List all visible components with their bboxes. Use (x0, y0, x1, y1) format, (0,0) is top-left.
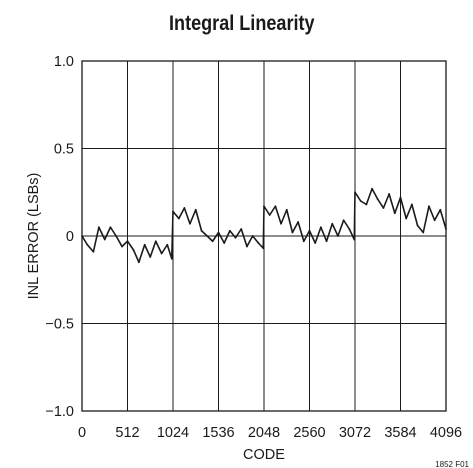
inl-data-point (115, 235, 118, 237)
inl-data-point (189, 222, 191, 225)
x-tick-label: 2048 (248, 425, 280, 441)
inl-data-point (257, 242, 260, 244)
inl-data-point (302, 240, 305, 243)
chart-title: Integral Linearity (169, 12, 315, 35)
inl-data-point (137, 261, 140, 264)
inl-data-point (177, 217, 180, 220)
inl-data-point (376, 198, 379, 201)
data-layer (81, 187, 447, 264)
inl-data-point (160, 252, 163, 255)
inl-data-point (297, 221, 300, 223)
inl-data-point (399, 196, 402, 199)
inl-data-point (342, 219, 345, 222)
inl-data-point (410, 203, 413, 206)
inl-data-point (371, 187, 373, 190)
inl-data-point (280, 222, 282, 225)
x-tick-label: 1024 (157, 425, 189, 441)
inl-data-point (439, 208, 442, 211)
x-tick-label: 3072 (339, 425, 371, 441)
x-axis-label: CODE (243, 447, 285, 463)
inl-data-point (314, 242, 317, 244)
inl-data-point (194, 208, 197, 211)
inl-data-point (121, 245, 123, 248)
inl-data-point (246, 245, 248, 248)
x-tick-label: 1536 (202, 425, 234, 441)
y-tick-label: −1.0 (45, 404, 74, 420)
inl-data-point (143, 243, 146, 246)
inl-data-point (126, 240, 129, 243)
inl-data-point (154, 240, 157, 243)
inl-data-point (211, 240, 214, 243)
inl-data-point (285, 208, 288, 211)
inl-data-point (268, 214, 271, 216)
inl-data-point (422, 231, 425, 234)
inl-data-point (166, 243, 169, 246)
inl-data-point (206, 235, 209, 237)
inl-data-point (382, 207, 385, 209)
inl-data-point (359, 200, 362, 202)
x-tick-label: 0 (78, 425, 86, 441)
inl-data-point (388, 193, 391, 195)
inl-data-point (353, 238, 356, 241)
inl-data-point (274, 205, 277, 208)
inl-data-point (223, 242, 226, 244)
inl-data-point (308, 229, 311, 232)
y-axis-label: INL ERROR (LSBs) (26, 173, 42, 300)
inl-data-point (428, 205, 430, 208)
y-tick-label: 0.5 (54, 142, 74, 158)
inl-data-point (109, 226, 112, 229)
inl-data-point (183, 207, 186, 209)
inl-data-point (365, 203, 368, 206)
x-tick-label: 4096 (430, 425, 462, 441)
inl-data-point (433, 219, 436, 222)
inl-data-point (200, 229, 203, 232)
inl-data-point (86, 243, 89, 246)
inl-data-point (172, 210, 174, 213)
inl-data-point (319, 226, 322, 229)
tick-labels: 0 512 1024 1536 2048 2560 3072 3584 4096 −1.0 −0.5… (45, 54, 462, 441)
y-tick-label: −0.5 (45, 317, 74, 333)
inl-data-point (263, 205, 265, 208)
inl-data-point (149, 256, 152, 258)
inl-data-point (240, 228, 243, 230)
x-tick-label: 3584 (384, 425, 416, 441)
inl-data-point (416, 224, 419, 227)
plot-frame (81, 60, 447, 412)
inl-data-point (251, 235, 254, 237)
inl-data-point (337, 235, 339, 237)
y-tick-label: 1.0 (54, 54, 74, 70)
inl-data-point (291, 231, 294, 234)
inl-data-point (354, 191, 356, 194)
inl-data-point (92, 250, 95, 253)
x-tick-label: 512 (115, 425, 139, 441)
inl-data-point (262, 247, 265, 250)
inl-series-line (81, 187, 447, 264)
inl-data-point (393, 212, 396, 215)
figure-id: 1852 F01 (435, 460, 469, 468)
inl-data-point (170, 257, 173, 260)
inl-data-point (325, 240, 328, 243)
inl-data-point (348, 228, 351, 230)
y-tick-label: 0 (66, 229, 74, 245)
inl-data-point (228, 229, 231, 232)
x-tick-label: 2560 (293, 425, 325, 441)
inl-data-point (97, 226, 100, 229)
inl-data-point (103, 238, 106, 241)
inl-data-point (234, 236, 237, 239)
inl-data-point (405, 217, 408, 220)
inl-data-point (132, 249, 135, 251)
inl-data-point (217, 231, 220, 234)
inl-data-point (331, 222, 334, 225)
